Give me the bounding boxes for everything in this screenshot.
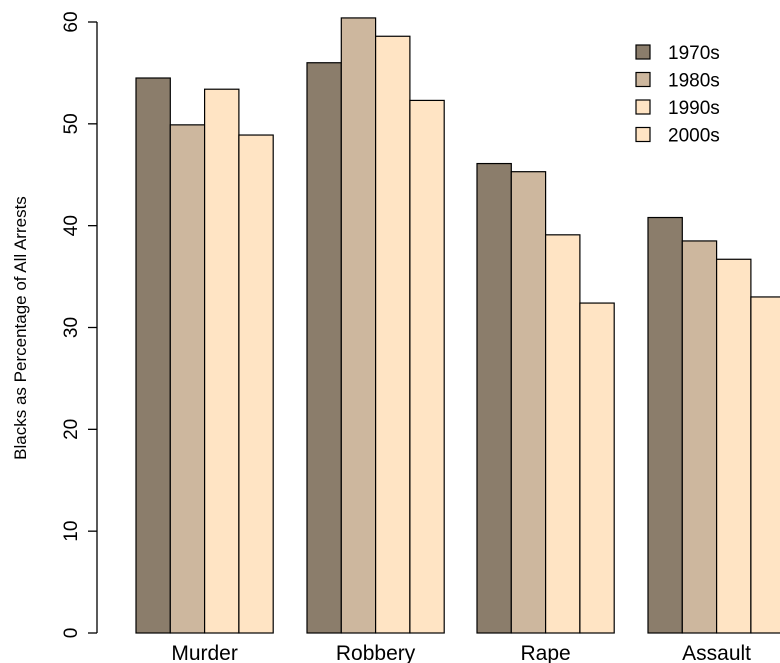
- bar-rape-1980s: [510, 171, 547, 634]
- bar-rape-2000s: [579, 302, 615, 634]
- bar-assault-1990s: [715, 258, 752, 634]
- bar-murder-2000s: [238, 134, 274, 634]
- bar-robbery-1990s: [375, 35, 411, 634]
- legend-swatch-2000s: [635, 126, 651, 143]
- y-tick-label: 60: [61, 11, 82, 32]
- y-tick-label: 30: [61, 317, 82, 338]
- legend-swatch-1980s: [635, 71, 651, 88]
- legend-label-1980s: 1980s: [668, 71, 720, 92]
- y-tick-label: 50: [61, 113, 82, 134]
- y-tick-label: 10: [61, 521, 82, 542]
- y-tick-label: 40: [61, 215, 82, 236]
- category-label-robbery: Robbery: [336, 642, 416, 663]
- bar-rape-1970s: [476, 162, 512, 634]
- y-tick-label: 20: [61, 419, 82, 440]
- y-axis: 0 10 20 30 40 50 60: [61, 11, 98, 639]
- legend-label-2000s: 2000s: [668, 126, 720, 147]
- y-tick-label: 0: [61, 628, 82, 639]
- bar-murder-1970s: [135, 77, 171, 634]
- bar-robbery-2000s: [409, 99, 445, 634]
- bar-rape-1990s: [544, 234, 581, 634]
- bars: [135, 17, 780, 634]
- bar-robbery-1980s: [340, 17, 377, 634]
- bar-robbery-1970s: [306, 62, 342, 634]
- bar-assault-2000s: [750, 296, 780, 634]
- bar-assault-1980s: [681, 240, 718, 634]
- legend-label-1970s: 1970s: [668, 43, 720, 64]
- category-label-rape: Rape: [520, 642, 570, 663]
- y-axis-label: Blacks as Percentage of All Arrests: [11, 196, 30, 460]
- category-label-murder: Murder: [171, 642, 238, 663]
- category-labels: Murder Robbery Rape Assault: [171, 642, 751, 663]
- legend-swatch-1990s: [635, 99, 651, 115]
- legend: 1970s 1980s 1990s 2000s: [635, 43, 720, 147]
- bar-murder-1980s: [169, 124, 206, 634]
- bar-murder-1990s: [204, 88, 240, 634]
- legend-swatch-1970s: [635, 44, 651, 60]
- bar-assault-1970s: [647, 216, 683, 634]
- legend-label-1990s: 1990s: [668, 98, 720, 119]
- category-label-assault: Assault: [682, 642, 751, 663]
